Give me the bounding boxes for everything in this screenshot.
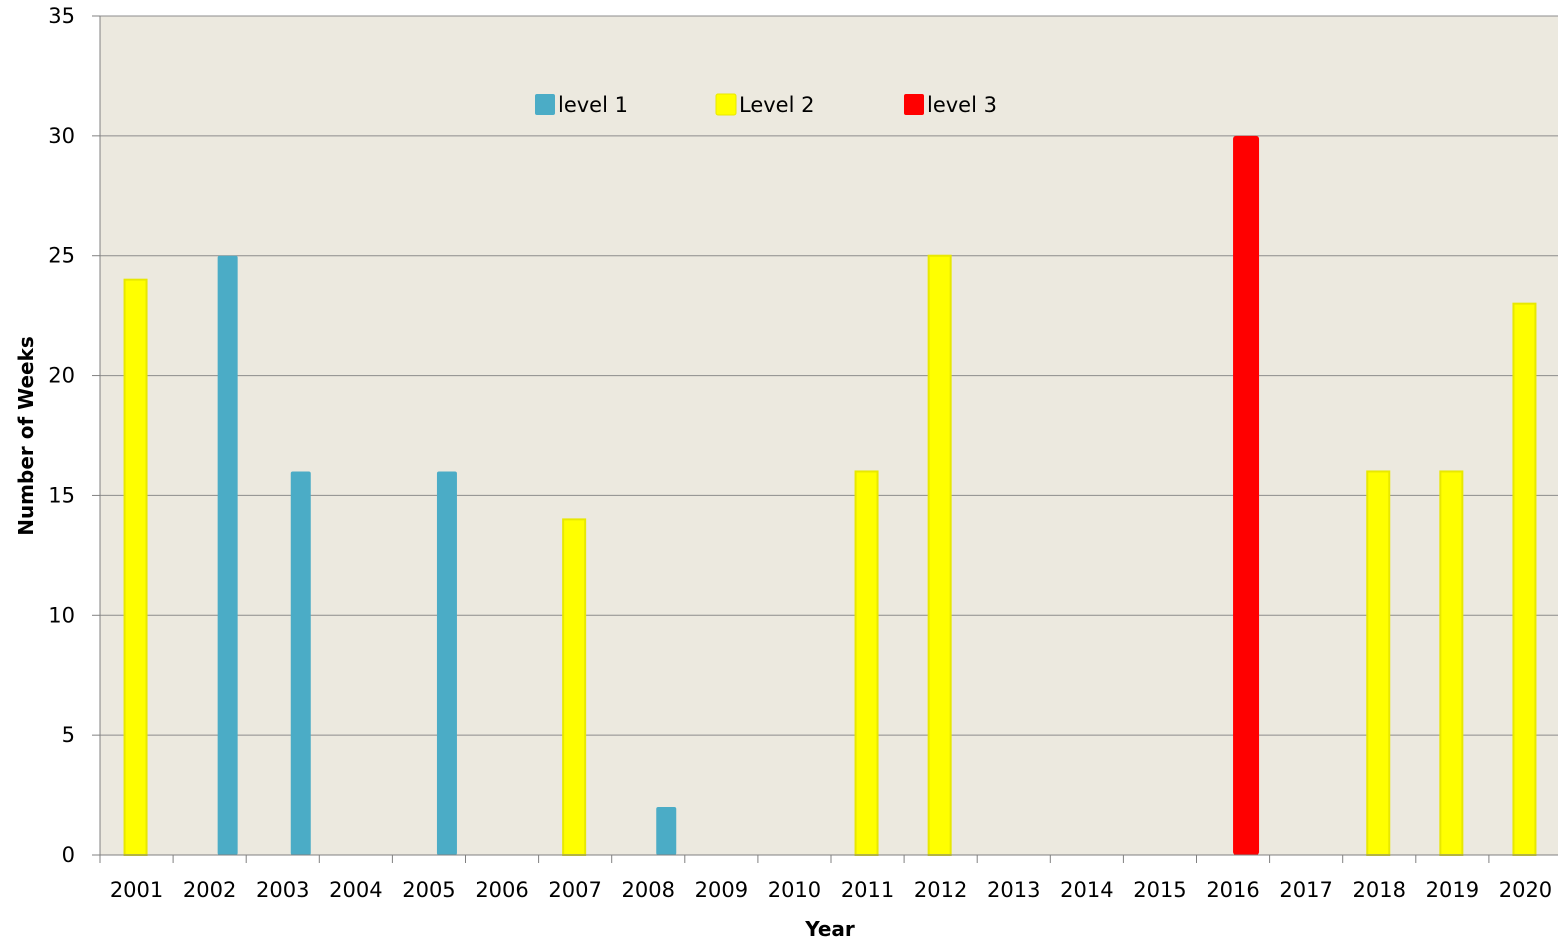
- gridlines: [100, 15, 1558, 736]
- x-tick-label: 2001: [110, 878, 163, 902]
- legend-swatch: [535, 94, 555, 115]
- y-tick-label: 15: [48, 483, 75, 507]
- y-tick-label: 35: [48, 4, 75, 28]
- x-tick-label: 2002: [183, 878, 236, 902]
- y-tick-label: 10: [48, 603, 75, 627]
- bar-level-2: [1366, 470, 1391, 856]
- x-tick-label: 2013: [987, 878, 1040, 902]
- y-tick-label: 25: [48, 244, 75, 268]
- bar-level-2: [1512, 302, 1537, 856]
- y-tick-label: 30: [48, 124, 75, 148]
- y-axis-ticks: 0 5 10 15 20 25 30 35: [48, 4, 100, 867]
- bar-level-2: [562, 518, 587, 857]
- bar-level-2: [927, 254, 952, 856]
- x-tick-label: 2006: [475, 878, 528, 902]
- legend-label: Level 2: [739, 93, 814, 117]
- x-tick-label: 2018: [1353, 878, 1406, 902]
- x-tick-label: 2005: [402, 878, 455, 902]
- x-tick-label: 2003: [256, 878, 309, 902]
- bar-level-2: [123, 278, 148, 856]
- x-tick-label: 2014: [1060, 878, 1113, 902]
- legend-label: level 1: [558, 93, 628, 117]
- legend-swatch: [904, 94, 924, 115]
- bar-level-1: [436, 471, 457, 855]
- x-tick-label: 2012: [914, 878, 967, 902]
- y-tick-label: 5: [62, 723, 75, 747]
- legend-label: level 3: [927, 93, 997, 117]
- y-axis-title: Number of Weeks: [14, 336, 38, 536]
- bar-level-2: [854, 470, 879, 856]
- bar-level-1: [290, 471, 311, 855]
- x-tick-label: 2016: [1206, 878, 1259, 902]
- plot-area: [99, 15, 1558, 857]
- x-tick-label: 2010: [768, 878, 821, 902]
- bar-level-3: [1233, 135, 1260, 855]
- x-tick-label: 2019: [1426, 878, 1479, 902]
- x-axis-title: Year: [804, 917, 855, 941]
- x-tick-label: 2011: [841, 878, 894, 902]
- x-tick-label: 2009: [695, 878, 748, 902]
- legend: level 1 Level 2 level 3: [535, 93, 997, 117]
- legend-swatch: [715, 93, 737, 116]
- x-axis-ticks: 2001 2002 2003 2004 2005 2006 2007 2008 2009 2010…: [99, 855, 1552, 902]
- x-tick-label: 2007: [548, 878, 601, 902]
- bar-level-2: [1439, 470, 1464, 856]
- bars: [123, 135, 1537, 857]
- x-tick-label: 2020: [1499, 878, 1552, 902]
- x-tick-label: 2004: [329, 878, 382, 902]
- plot-background: [100, 16, 1558, 855]
- y-tick-label: 0: [62, 843, 75, 867]
- bar-level-1: [656, 807, 677, 855]
- bar-level-1: [217, 255, 238, 855]
- y-tick-label: 20: [48, 364, 75, 388]
- x-tick-label: 2008: [622, 878, 675, 902]
- x-tick-label: 2015: [1133, 878, 1186, 902]
- x-tick-label: 2017: [1279, 878, 1332, 902]
